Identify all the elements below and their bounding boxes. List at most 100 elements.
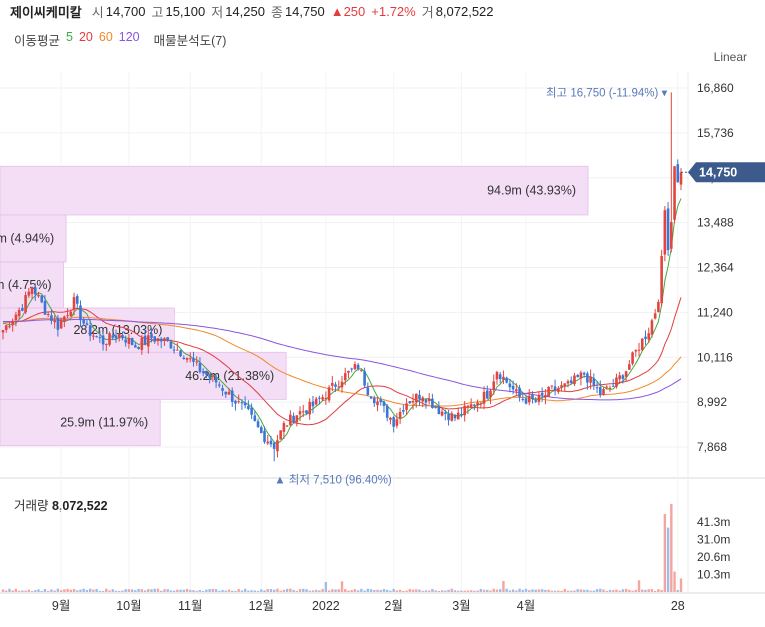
candle-body (85, 323, 89, 325)
scale-mode-button[interactable]: Linear (713, 50, 747, 64)
candle-body (650, 320, 654, 335)
candle-body (573, 375, 576, 385)
candle-body (547, 387, 550, 397)
candle-body (240, 402, 244, 404)
candle-body (205, 371, 208, 375)
volume-bar (240, 590, 244, 592)
candle-body (75, 296, 79, 304)
candle-body (143, 335, 147, 345)
volume-bar (344, 589, 347, 592)
candle-body (272, 442, 276, 449)
volume-bar (424, 590, 428, 592)
candle-body (440, 411, 444, 416)
volume-bar (243, 588, 247, 592)
ma60-label[interactable]: 60 (98, 30, 113, 44)
volume-bar (466, 590, 470, 592)
candle-body (153, 336, 157, 342)
candle-body (411, 400, 415, 403)
volume-bar (156, 588, 160, 592)
price-tick-label: 10,116 (697, 350, 733, 364)
volume-bar (518, 588, 521, 592)
volume-bar (327, 590, 331, 592)
candle-body (563, 383, 567, 387)
volume-bar (534, 589, 537, 592)
candle-body (59, 320, 63, 329)
volume-bar (673, 571, 676, 592)
volume-bar (50, 589, 53, 592)
volume-bar (14, 588, 18, 592)
price-tick-label: 11,240 (697, 305, 733, 319)
candle-body (295, 415, 299, 423)
volume-bar (508, 590, 512, 592)
ma120-label[interactable]: 120 (118, 30, 140, 44)
candle-body (72, 297, 76, 310)
volume-bar (218, 590, 221, 592)
volume-bar (273, 589, 276, 592)
volume-bar (582, 589, 586, 592)
volume-bar (231, 590, 234, 592)
volume-axis: 41.3m 31.0m 20.6m 10.3m (697, 515, 730, 582)
candle-body (427, 398, 431, 402)
time-tick-label: 12월 (249, 599, 274, 613)
volume-bar (47, 590, 50, 592)
ma-title[interactable]: 이동평균 (14, 34, 61, 48)
volume-profile-bar (0, 165, 589, 216)
volume-bar (247, 590, 250, 592)
volume-bar (160, 590, 163, 592)
volume-bar (670, 503, 673, 592)
volume-bar (566, 590, 570, 592)
volume-profile-toggle[interactable]: 매물분석도(7) (153, 34, 227, 48)
candle-body (214, 377, 218, 383)
candle-body (140, 337, 144, 350)
volume-panel-label: 거래량 8,072,522 (14, 495, 108, 514)
candle-body (282, 423, 286, 432)
close-label: 종 (270, 4, 283, 20)
volume-bar (150, 589, 153, 592)
volume-bar (121, 590, 124, 592)
candle-body (392, 417, 395, 427)
volume-bar (608, 589, 612, 592)
volume-bar (189, 589, 192, 592)
candle-body (234, 400, 237, 404)
candle-body (8, 326, 11, 328)
price-tick-label: 16,860 (697, 81, 734, 95)
candle-body (618, 375, 621, 380)
volume-bar (482, 589, 486, 592)
candle-body (637, 349, 641, 351)
volume-bar (195, 590, 198, 592)
candle-body (615, 377, 618, 387)
candle-body (253, 415, 257, 421)
candle-body (460, 414, 463, 416)
volume-bar (382, 589, 386, 592)
candle-body (166, 337, 169, 341)
volume-bar (576, 589, 579, 592)
candle-body (534, 400, 538, 402)
volume-bar (108, 590, 111, 592)
candle-body (230, 390, 234, 402)
candle-body (327, 387, 331, 401)
volume-bar (505, 588, 508, 592)
volume-bar (153, 588, 156, 592)
volume-bar (279, 590, 282, 592)
ma5-label[interactable]: 5 (66, 30, 73, 44)
candle-body (476, 402, 479, 406)
candle-body (276, 440, 279, 452)
volume-bar (495, 589, 499, 592)
time-tick-label: 2022 (312, 599, 340, 613)
candle-body (117, 333, 121, 339)
volume-tick-label: 10.3m (697, 568, 730, 582)
volume-bar (260, 589, 263, 592)
volume-bar (550, 590, 554, 592)
volume-bar (650, 589, 654, 592)
candle-body (495, 372, 499, 380)
candle-body (598, 387, 602, 396)
candle-body (498, 374, 502, 380)
ma20-label[interactable]: 20 (78, 30, 93, 44)
volume-bar (373, 590, 376, 592)
candle-body (363, 371, 366, 386)
candle-body (311, 401, 315, 407)
close-price: 14,750 (284, 3, 325, 19)
volume-bar (263, 590, 266, 592)
volume-bar (282, 589, 286, 592)
